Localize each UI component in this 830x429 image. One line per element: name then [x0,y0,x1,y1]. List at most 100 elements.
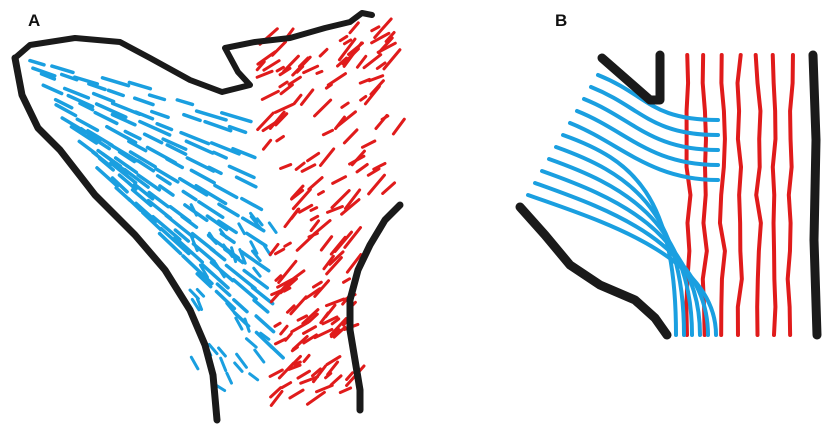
red-streak [257,71,272,77]
blue-streak [219,348,226,356]
blue-streak [219,204,238,215]
page: {"panels": [{"label": "A"}, {"label": "B… [0,0,830,429]
red-streak [340,36,347,40]
blue-streak [108,90,123,95]
red-streak [320,49,327,56]
red-streak [281,326,287,334]
blue-streak [255,350,264,362]
blue-streak [209,233,214,240]
panel-label: A [28,11,40,30]
red-line [738,55,742,335]
red-streak [311,208,317,211]
red-streak [285,243,291,246]
red-streak [277,136,284,140]
red-streak [311,221,318,231]
red-streak [301,90,312,105]
blue-streak [145,134,162,143]
blue-streak [167,159,182,167]
red-streak [264,61,279,70]
red-streak [292,322,308,331]
blue-streak [30,61,44,65]
blue-streak [245,319,249,331]
red-streak [369,175,385,194]
red-streak [304,66,318,72]
red-streak [369,76,382,81]
red-streak [315,329,332,337]
panel-label: B [555,11,567,30]
blue-streak [247,233,266,245]
red-streak [331,376,341,385]
red-streak [308,153,319,160]
red-streak [281,165,291,169]
red-streak [313,282,321,287]
red-streak [263,140,270,149]
red-streak [302,165,315,172]
red-streak [292,209,299,218]
red-streak [361,96,366,100]
red-streak [296,163,304,169]
red-streak [327,207,342,213]
figure: A B [0,0,830,429]
red-streak [258,52,275,64]
red-streak [372,27,379,31]
red-streak [294,95,301,103]
blue-streak [254,268,260,276]
blue-streak [250,374,258,380]
blue-streak [227,373,232,383]
panel-a [30,19,404,405]
blue-streak [43,85,61,93]
blue-streak [254,300,268,312]
blue-streak [191,357,198,369]
red-streak [286,334,292,341]
blue-streak [234,300,247,312]
blue-streak [214,152,226,158]
blue-streak [269,223,276,233]
blue-streak [135,98,153,104]
red-streak [321,237,331,250]
red-streak [340,388,350,393]
red-streak [289,77,300,84]
red-streak [315,100,331,116]
blue-streak [221,358,226,370]
blue-streak [215,263,224,277]
blue-streak [150,95,165,99]
outline [15,13,372,92]
red-streak [344,279,350,283]
blue-streak [129,82,150,88]
red-streak [275,339,285,344]
red-streak [277,67,283,71]
red-streak [317,71,322,73]
outline [520,207,667,335]
blue-streak [183,191,196,199]
blue-streak [232,248,236,262]
red-streak [275,323,280,326]
blue-streak [197,289,203,296]
blue-streak [244,271,267,288]
red-line [788,55,793,335]
red-streak [282,383,291,388]
blue-streak [52,66,73,72]
red-streak [360,79,369,83]
blue-streak [182,216,196,227]
outline [813,55,817,335]
blue-streak [205,122,231,131]
red-streak [344,40,350,44]
red-streak [307,392,324,404]
red-streak [344,130,357,143]
red-streak [280,82,287,87]
blue-streak [191,170,214,183]
blue-streak [211,249,225,260]
red-streak [309,178,322,190]
blue-streak [239,224,245,234]
red-streak [371,81,383,94]
red-streak [290,390,303,398]
red-streak [333,177,346,184]
red-streak [317,385,333,391]
red-streak [384,50,400,69]
red-line [756,55,761,335]
red-streak [383,183,395,194]
blue-streak [94,94,114,102]
red-streak [304,355,309,361]
red-streak [262,91,278,99]
blue-streak [102,78,128,86]
